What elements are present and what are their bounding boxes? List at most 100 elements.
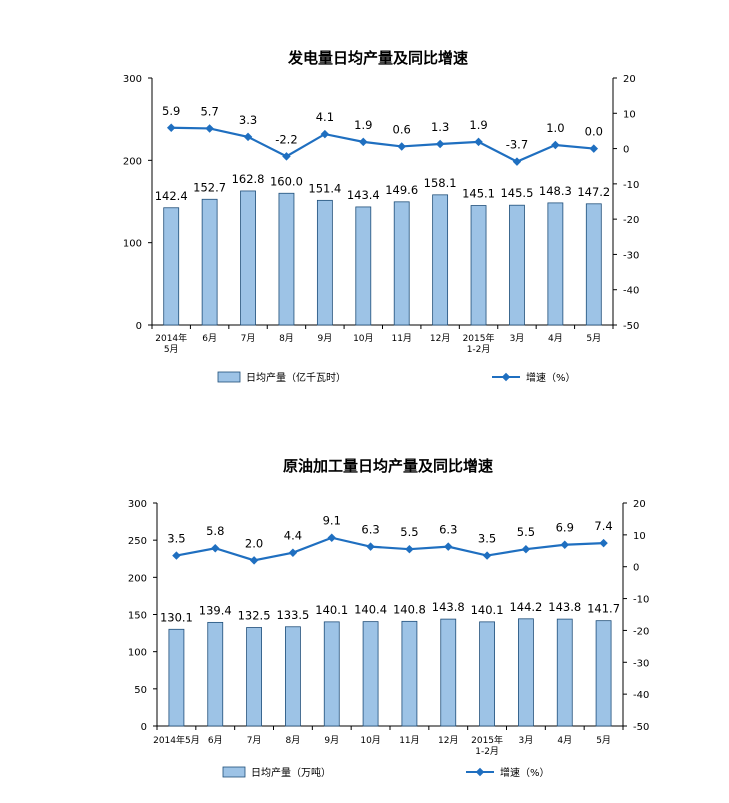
bar <box>440 618 457 727</box>
growth-value-label: 6.3 <box>361 523 379 537</box>
x-tick-label-line: 12月 <box>438 735 458 746</box>
growth-point <box>282 152 291 161</box>
bar <box>432 194 449 326</box>
bar <box>316 199 333 326</box>
x-tick-label-line: 2014年 <box>155 332 187 344</box>
y-right-tick-label: 10 <box>633 531 646 542</box>
y-left-tick-label: 100 <box>123 239 142 250</box>
bar <box>207 621 224 727</box>
x-tick-label-line: 8月 <box>279 333 294 344</box>
bar-value-label: 139.4 <box>199 603 232 617</box>
growth-value-label: 0.6 <box>393 122 411 136</box>
y-right-tick-label: -30 <box>623 250 639 261</box>
x-tick-label-line: 1-2月 <box>475 746 499 757</box>
x-tick-label-line: 11月 <box>399 735 419 746</box>
x-tick-label-line: 12月 <box>430 333 450 344</box>
x-tick-label-line: 2015年 <box>471 734 503 746</box>
bar-value-label: 151.4 <box>308 181 341 195</box>
bar-value-label: 144.2 <box>509 600 542 614</box>
growth-point <box>327 533 336 542</box>
y-left-tick-label: 50 <box>134 685 147 696</box>
bar <box>585 203 602 326</box>
growth-point <box>444 542 453 551</box>
growth-point <box>288 548 298 557</box>
legend-line-label: 增速（%） <box>500 766 550 779</box>
x-tick-label: 2015年 1-2月 <box>463 332 495 355</box>
x-tick-label-line: 8月 <box>286 735 301 746</box>
legend-bar-label: 日均产量（亿千瓦时） <box>246 371 346 384</box>
bar-value-label: 160.0 <box>270 174 303 188</box>
x-tick-label: 10月 <box>353 333 373 344</box>
bar <box>355 206 372 326</box>
bar-value-label: 145.5 <box>500 186 533 200</box>
growth-value-label: 3.3 <box>239 113 257 127</box>
growth-value-label: 7.4 <box>594 519 612 533</box>
bar <box>278 192 295 326</box>
bar-value-label: 140.1 <box>315 603 348 617</box>
bar-value-label: 140.4 <box>354 603 387 617</box>
x-tick-label-line: 4月 <box>557 735 572 746</box>
bar <box>556 618 573 727</box>
y-right-tick-label: 0 <box>633 563 639 574</box>
x-tick-label: 9月 <box>324 735 339 746</box>
growth-value-label: -2.2 <box>275 132 297 146</box>
bar <box>509 204 525 326</box>
bar <box>518 618 534 727</box>
x-tick-label-line: 11月 <box>391 333 411 344</box>
growth-value-label: -3.7 <box>506 138 528 152</box>
growth-value-label: 1.9 <box>354 118 372 132</box>
bar <box>246 627 262 727</box>
x-tick-label-line: 7月 <box>247 735 262 746</box>
y-left-tick-label: 200 <box>128 573 147 584</box>
growth-point <box>205 124 214 133</box>
bar <box>401 620 418 727</box>
x-tick-label: 12月 <box>438 735 458 746</box>
growth-point <box>589 144 599 153</box>
y-right-tick-label: -50 <box>623 321 639 332</box>
x-tick-label: 11月 <box>399 735 419 746</box>
growth-point <box>320 129 330 139</box>
growth-value-label: 6.3 <box>439 523 457 537</box>
bar-value-label: 145.1 <box>462 187 495 201</box>
growth-point <box>397 142 406 151</box>
x-tick-label: 8月 <box>286 735 301 746</box>
growth-value-label: 4.1 <box>316 110 334 124</box>
y-right-tick-label: 20 <box>623 74 636 85</box>
y-right-tick-label: 0 <box>623 145 629 156</box>
x-tick-label: 2014年5月 <box>153 734 200 746</box>
bar-value-label: 143.8 <box>432 600 465 614</box>
x-tick-label-line: 5月 <box>586 333 601 344</box>
growth-point <box>521 544 531 554</box>
growth-value-label: 3.5 <box>167 532 185 546</box>
bar-value-label: 143.8 <box>548 600 581 614</box>
y-right-tick-label: -10 <box>623 180 639 191</box>
growth-value-label: 5.7 <box>200 104 218 118</box>
x-tick-label-line: 2015年 <box>463 332 495 344</box>
y-left-tick-label: 250 <box>128 536 147 547</box>
bar-value-label: 158.1 <box>424 176 457 190</box>
x-tick-label-line: 6月 <box>208 735 223 746</box>
bar-value-label: 148.3 <box>539 184 572 198</box>
x-tick-label: 5月 <box>586 333 601 344</box>
x-tick-label: 10月 <box>360 735 380 746</box>
growth-value-label: 6.9 <box>556 521 574 535</box>
bar <box>201 198 218 326</box>
growth-point <box>512 157 522 166</box>
y-right-tick-label: 10 <box>623 109 636 120</box>
bar-value-label: 133.5 <box>276 608 309 622</box>
x-tick-label: 4月 <box>548 333 563 344</box>
growth-value-label: 5.9 <box>162 104 180 118</box>
y-left-tick-label: 150 <box>128 611 147 622</box>
x-tick-label-line: 1-2月 <box>467 344 491 355</box>
bar-value-label: 143.4 <box>347 188 380 202</box>
x-tick-label: 9月 <box>318 333 333 344</box>
growth-point <box>405 544 414 554</box>
growth-point <box>599 538 608 548</box>
x-tick-label: 5月 <box>596 735 611 746</box>
growth-value-label: 2.0 <box>245 536 263 550</box>
y-right-tick-label: -50 <box>633 722 649 733</box>
x-tick-label-line: 5月 <box>596 735 611 746</box>
x-tick-label-line: 3月 <box>510 333 525 344</box>
